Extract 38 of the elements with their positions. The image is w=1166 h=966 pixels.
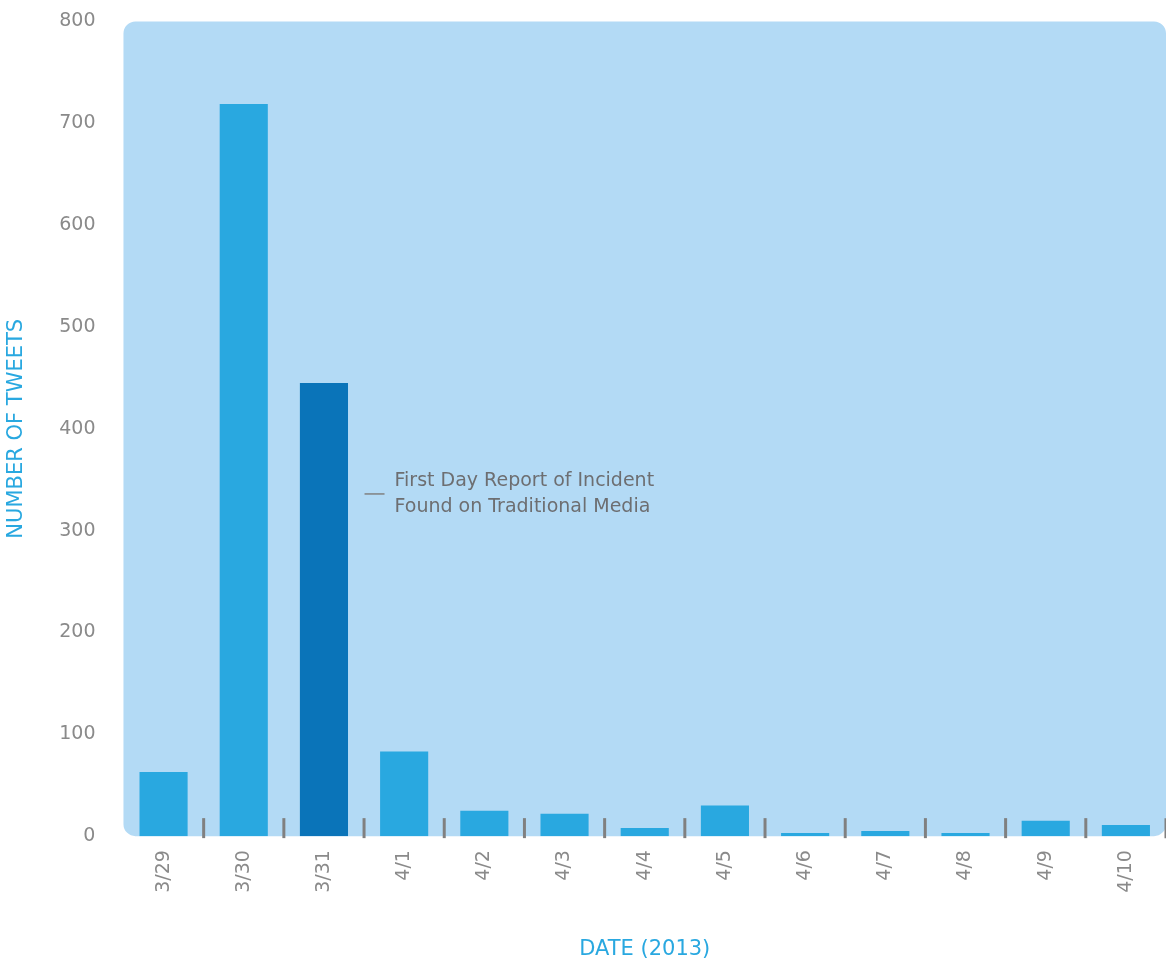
x-tick-label: 4/8 bbox=[952, 850, 975, 881]
x-tick-label: 4/3 bbox=[551, 850, 574, 881]
x-tick-label: 4/5 bbox=[711, 850, 734, 881]
y-tick-label: 300 bbox=[59, 517, 96, 540]
annotation: First Day Report of Incident Found on Traditional Media bbox=[394, 467, 655, 516]
bar bbox=[1021, 820, 1070, 837]
y-tick-label: 100 bbox=[59, 721, 96, 744]
x-tick-label: 3/30 bbox=[230, 850, 253, 893]
x-tick-label: 4/4 bbox=[631, 850, 654, 881]
y-tick-label: 800 bbox=[59, 8, 96, 31]
bar bbox=[380, 751, 429, 837]
x-tick-label: 4/6 bbox=[792, 850, 815, 881]
x-tick-label: 3/31 bbox=[310, 850, 333, 893]
y-tick-label: 700 bbox=[59, 110, 96, 133]
x-tick-label: 3/29 bbox=[150, 850, 173, 893]
x-tick-label: 4/2 bbox=[471, 850, 494, 881]
bar bbox=[781, 833, 830, 837]
bar bbox=[700, 805, 749, 837]
y-tick-label: 400 bbox=[59, 415, 96, 438]
y-tick-label: 500 bbox=[59, 313, 96, 336]
bar bbox=[540, 813, 589, 837]
x-axis-title: DATE (2013) bbox=[579, 935, 711, 960]
x-tick-label: 4/1 bbox=[391, 850, 414, 881]
x-tick-label: 4/10 bbox=[1112, 850, 1135, 893]
bar bbox=[139, 771, 188, 837]
bar bbox=[941, 833, 990, 837]
bar bbox=[861, 831, 910, 837]
y-axis-title: NUMBER OF TWEETS bbox=[3, 318, 28, 539]
y-tick-label: 0 bbox=[83, 823, 96, 846]
y-tick-label: 200 bbox=[59, 619, 96, 642]
bar bbox=[620, 827, 669, 837]
bar bbox=[460, 810, 509, 837]
x-tick-label: 4/9 bbox=[1032, 850, 1055, 881]
x-tick-label: 4/7 bbox=[872, 850, 895, 881]
bar bbox=[1101, 824, 1150, 837]
bar bbox=[299, 382, 349, 837]
bar bbox=[219, 103, 268, 837]
y-tick-label: 600 bbox=[59, 212, 96, 235]
